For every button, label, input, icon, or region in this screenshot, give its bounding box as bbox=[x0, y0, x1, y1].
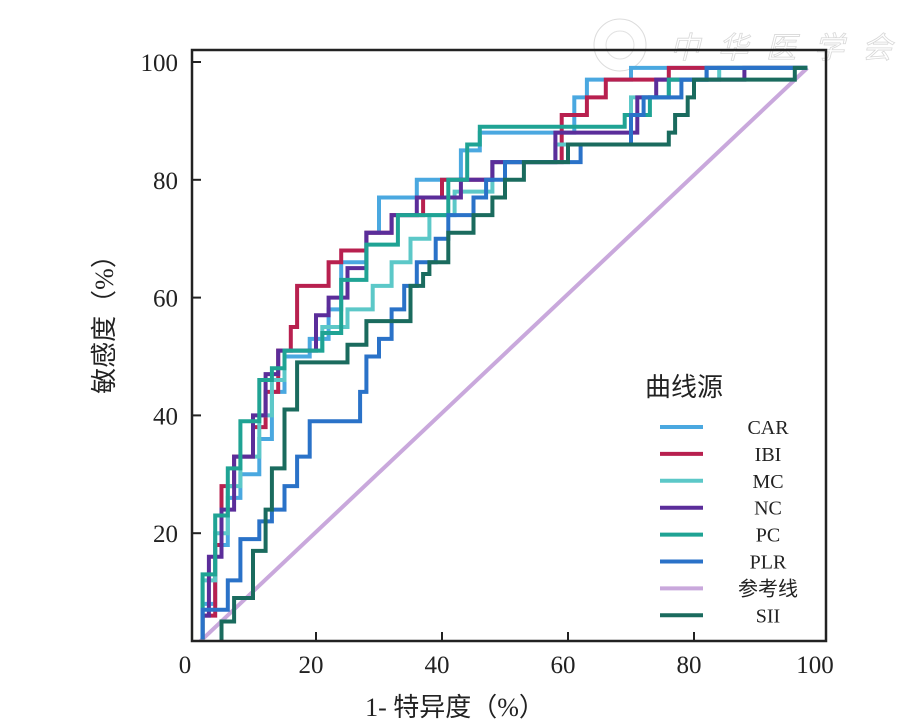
legend-label: PC bbox=[756, 525, 780, 547]
x-tick-label: 20 bbox=[299, 652, 324, 679]
plot-frame bbox=[190, 48, 828, 643]
legend-label: MC bbox=[752, 471, 783, 493]
legend-label: CAR bbox=[747, 417, 789, 439]
y-tick-label: 100 bbox=[141, 50, 179, 77]
x-axis-label: 1- 特异度（%） bbox=[365, 693, 545, 722]
x-tick-label: 80 bbox=[677, 652, 702, 679]
legend: 曲线源 CAR IBI MC NC PC PLR 参考线 SII bbox=[645, 373, 798, 627]
legend-title: 曲线源 bbox=[645, 373, 723, 402]
series-line-3 bbox=[200, 65, 808, 640]
series-layer bbox=[197, 65, 809, 641]
watermark: 中华医学会 bbox=[593, 18, 910, 72]
watermark-text: 中华医学会 bbox=[670, 32, 910, 65]
y-axis: 20 40 60 80 100 bbox=[141, 50, 201, 548]
legend-label: 参考线 bbox=[738, 577, 798, 600]
y-tick-label: 40 bbox=[153, 403, 178, 430]
y-tick-label: 20 bbox=[153, 521, 178, 548]
x-tick-label: 0 bbox=[179, 652, 192, 679]
x-tick-label: 60 bbox=[551, 652, 576, 679]
y-tick-label: 80 bbox=[153, 168, 178, 195]
x-tick-label: 40 bbox=[425, 652, 450, 679]
legend-label: PLR bbox=[750, 552, 787, 574]
series-line-6 bbox=[197, 66, 809, 641]
legend-label: IBI bbox=[755, 444, 782, 466]
series-line-7 bbox=[219, 65, 808, 641]
y-axis-label: 敏感度（%） bbox=[90, 242, 119, 394]
y-tick-label: 60 bbox=[153, 286, 178, 313]
legend-label: SII bbox=[756, 605, 780, 627]
x-tick-label: 100 bbox=[796, 652, 834, 679]
series-line-4 bbox=[200, 65, 808, 640]
legend-label: NC bbox=[754, 498, 782, 520]
x-axis: 0 20 40 60 80 100 bbox=[179, 632, 834, 679]
